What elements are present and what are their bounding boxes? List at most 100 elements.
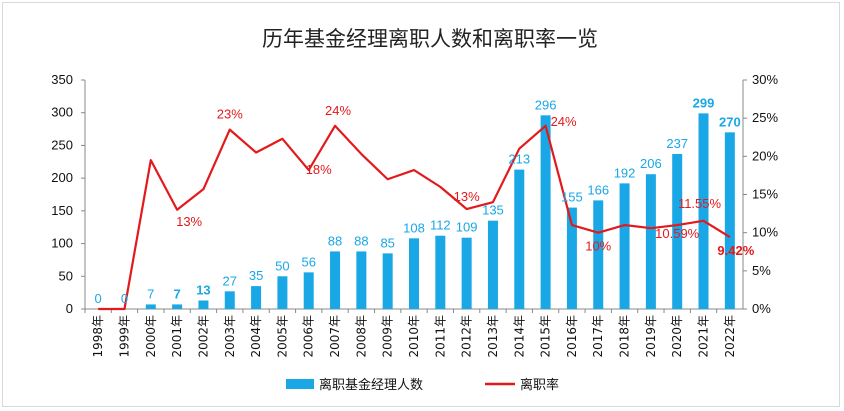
legend: 离职基金经理人数 离职率 <box>286 377 559 393</box>
x-tick-label: 2001年 <box>170 315 184 358</box>
x-tick-label: 2006年 <box>302 315 316 358</box>
x-tick-label: 2011年 <box>433 315 447 358</box>
bar-label-2014年: 213 <box>508 152 530 167</box>
rate-label-2003年: 23% <box>217 107 243 122</box>
bar-2018年 <box>619 183 630 309</box>
bar-label-2000年: 7 <box>147 286 154 301</box>
bar-2006年 <box>303 272 314 309</box>
rate-line <box>98 124 731 311</box>
rate-label-2012年: 13% <box>454 189 480 204</box>
x-tick-label: 2007年 <box>328 315 342 358</box>
bar-2010年 <box>409 238 419 309</box>
bar-label-2018年: 192 <box>614 165 636 180</box>
bar-label-2007年: 88 <box>328 233 342 248</box>
y-left-tick-label: 150 <box>51 203 73 218</box>
y-left-tick-label: 250 <box>51 137 73 152</box>
bar-label-2006年: 56 <box>301 254 315 269</box>
bar-2000年 <box>145 304 156 309</box>
x-tick-label: 2004年 <box>249 315 263 358</box>
bar-2003年 <box>224 291 235 309</box>
y-right-tick-label: 25% <box>752 110 778 125</box>
bar-2022年 <box>724 132 735 309</box>
legend-bar-swatch <box>286 379 314 389</box>
bar-label-1998年: 0 <box>95 291 102 306</box>
bar-label-1999年: 0 <box>121 291 128 306</box>
y-left-tick-label: 300 <box>51 105 73 120</box>
rate-label-2022年: 9.42% <box>717 243 754 258</box>
legend-line-label: 离职率 <box>520 377 559 393</box>
x-tick-label: 2005年 <box>275 315 289 358</box>
bar-2013年 <box>487 220 498 309</box>
bar-label-2021年: 299 <box>693 95 715 110</box>
axes: 0501001502002503003500%5%10%15%20%25%30%… <box>51 72 778 358</box>
x-tick-label: 2012年 <box>460 315 474 358</box>
bar-label-2004年: 35 <box>249 268 263 283</box>
x-tick-label: 2015年 <box>539 315 553 358</box>
bar-label-2022年: 270 <box>719 114 741 129</box>
rate-label-2006年: 18% <box>306 162 332 177</box>
x-tick-label: 2013年 <box>486 315 500 358</box>
y-left-tick-label: 200 <box>51 170 73 185</box>
x-tick-label: 2008年 <box>354 315 368 358</box>
y-right-tick-label: 30% <box>752 72 778 87</box>
chart-title: 历年基金经理离职人数和离职率一览 <box>262 27 598 51</box>
rate-label-2021年: 11.55% <box>678 196 722 211</box>
x-tick-label: 2002年 <box>196 315 210 358</box>
x-tick-label: 2016年 <box>565 315 579 358</box>
bar-label-2009年: 85 <box>380 235 394 250</box>
x-tick-label: 2017年 <box>591 315 605 358</box>
y-left-tick-label: 350 <box>51 72 73 87</box>
bar-2009年 <box>382 253 393 309</box>
bar-2017年 <box>593 200 604 309</box>
bar-2004年 <box>251 286 262 309</box>
bar-label-2015年: 296 <box>535 97 557 112</box>
rate-label-2007年: 24% <box>325 103 351 118</box>
bar-2002年 <box>198 300 209 309</box>
y-left-tick-label: 100 <box>51 236 73 251</box>
x-tick-label: 2000年 <box>144 315 158 358</box>
x-tick-label: 2014年 <box>512 315 526 358</box>
bar-2005年 <box>277 276 288 309</box>
bar-2019年 <box>645 174 656 309</box>
x-tick-label: 1998年 <box>91 315 105 358</box>
bar-label-2008年: 88 <box>354 233 368 248</box>
bar-2015年 <box>540 115 551 310</box>
y-left-tick-label: 50 <box>59 268 73 283</box>
bar-label-2019年: 206 <box>640 156 662 171</box>
bar-2021年 <box>698 113 709 310</box>
line-series <box>98 124 731 311</box>
bar-series <box>145 113 735 310</box>
bar-label-2003年: 27 <box>223 273 237 288</box>
rate-label-2015年: 24% <box>551 114 577 129</box>
bar-label-2017年: 166 <box>587 182 609 197</box>
rate-label-2017年: 10% <box>585 239 611 254</box>
y-right-tick-label: 0% <box>752 301 771 316</box>
bar-label-2002年: 13 <box>196 282 210 297</box>
bar-2011年 <box>435 235 446 309</box>
x-tick-label: 2010年 <box>407 315 421 358</box>
y-right-tick-label: 20% <box>752 148 778 163</box>
y-right-tick-label: 15% <box>752 187 778 202</box>
bar-label-2020年: 237 <box>666 136 688 151</box>
bar-label-2012年: 109 <box>456 220 478 235</box>
bar-2012年 <box>461 237 472 309</box>
bar-2020年 <box>672 153 683 309</box>
x-tick-label: 2020年 <box>670 315 684 358</box>
x-tick-label: 1999年 <box>117 315 131 358</box>
bar-2016年 <box>566 207 577 309</box>
bar-2008年 <box>356 251 367 309</box>
x-tick-label: 2022年 <box>723 315 737 358</box>
data-labels: 0 0 7 7 13 27 35 50 56 88 88 85 108 112 109 135 213 296 15… <box>95 95 755 306</box>
y-left-tick-label: 0 <box>66 301 73 316</box>
bar-label-2010年: 108 <box>403 220 425 235</box>
x-tick-label: 2018年 <box>618 315 632 358</box>
bar-2007年 <box>330 251 341 309</box>
x-tick-label: 2003年 <box>223 315 237 358</box>
bar-2014年 <box>514 169 525 309</box>
bar-label-2001年: 7 <box>174 286 181 301</box>
x-tick-label: 2019年 <box>644 315 658 358</box>
y-right-tick-label: 5% <box>752 263 771 278</box>
rate-label-2001年: 13% <box>176 214 202 229</box>
bar-label-2013年: 135 <box>482 203 504 218</box>
y-right-tick-label: 10% <box>752 225 778 240</box>
